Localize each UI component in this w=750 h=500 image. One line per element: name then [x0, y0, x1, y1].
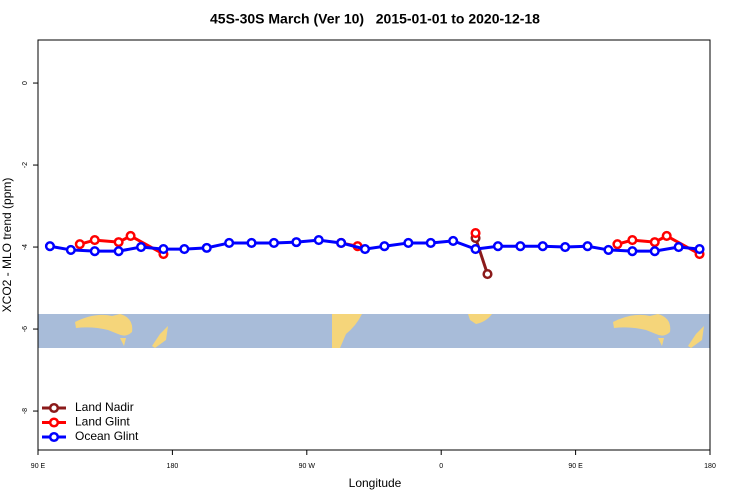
point	[291, 237, 302, 248]
legend-label: Land Glint	[75, 415, 130, 429]
point	[379, 241, 390, 252]
point	[492, 241, 503, 252]
point	[201, 242, 212, 253]
map-land	[152, 326, 168, 348]
y-tick-label: 0	[22, 81, 29, 85]
point	[336, 237, 347, 248]
y-tick-label: -2	[22, 162, 29, 168]
point	[268, 237, 279, 248]
point	[470, 244, 481, 255]
point	[224, 237, 235, 248]
point	[89, 235, 100, 246]
point	[158, 244, 169, 255]
point	[603, 244, 614, 255]
point	[627, 235, 638, 246]
y-tick-label: -8	[22, 408, 29, 414]
point	[649, 237, 660, 248]
point	[135, 242, 147, 253]
x-axis-label: Longitude	[349, 476, 402, 490]
point	[89, 246, 100, 257]
legend-marker	[48, 402, 60, 414]
point	[44, 241, 55, 252]
map-land	[658, 338, 664, 346]
y-tick-label: -4	[22, 244, 29, 250]
point	[560, 242, 571, 253]
legend-label: Ocean Glint	[75, 429, 139, 443]
x-tick-label: 90 E	[568, 463, 583, 470]
x-tick-label: 180	[704, 463, 716, 470]
y-tick-label: -6	[22, 326, 29, 332]
point	[627, 246, 638, 257]
x-tick-label: 90 E	[31, 463, 46, 470]
point	[482, 269, 493, 280]
point	[694, 244, 705, 255]
point	[179, 244, 190, 255]
point	[515, 241, 526, 252]
point	[470, 228, 481, 239]
point	[425, 237, 436, 248]
point	[537, 241, 548, 252]
point	[246, 237, 257, 248]
y-axis-label: XCO2 - MLO trend (ppm)	[0, 178, 14, 313]
point	[125, 230, 136, 242]
map-land	[613, 314, 671, 336]
point	[113, 237, 124, 248]
point	[649, 246, 660, 257]
legend-marker	[48, 417, 60, 428]
map-band	[38, 314, 710, 348]
point	[403, 237, 414, 248]
point	[113, 246, 124, 257]
point	[582, 241, 593, 252]
point	[673, 242, 684, 253]
point	[612, 239, 623, 250]
map-ocean	[38, 314, 710, 348]
map-land	[75, 314, 133, 336]
point	[661, 230, 672, 242]
map-land	[468, 314, 492, 324]
map-land	[688, 326, 704, 348]
plot-frame	[37, 39, 711, 451]
x-tick-label: 180	[167, 463, 179, 470]
chart-title: 45S-30S March (Ver 10) 2015-01-01 to 202…	[210, 11, 540, 27]
legend-marker	[48, 431, 60, 443]
point	[448, 235, 459, 246]
series-line	[474, 237, 489, 275]
point	[313, 235, 324, 246]
map-land	[120, 338, 126, 346]
map-land	[332, 314, 362, 348]
x-tick-label: 90 W	[299, 463, 316, 470]
legend-label: Land Nadir	[75, 400, 134, 414]
x-tick-label: 0	[439, 463, 443, 470]
point	[74, 239, 85, 250]
point	[359, 244, 371, 255]
point	[65, 244, 76, 255]
